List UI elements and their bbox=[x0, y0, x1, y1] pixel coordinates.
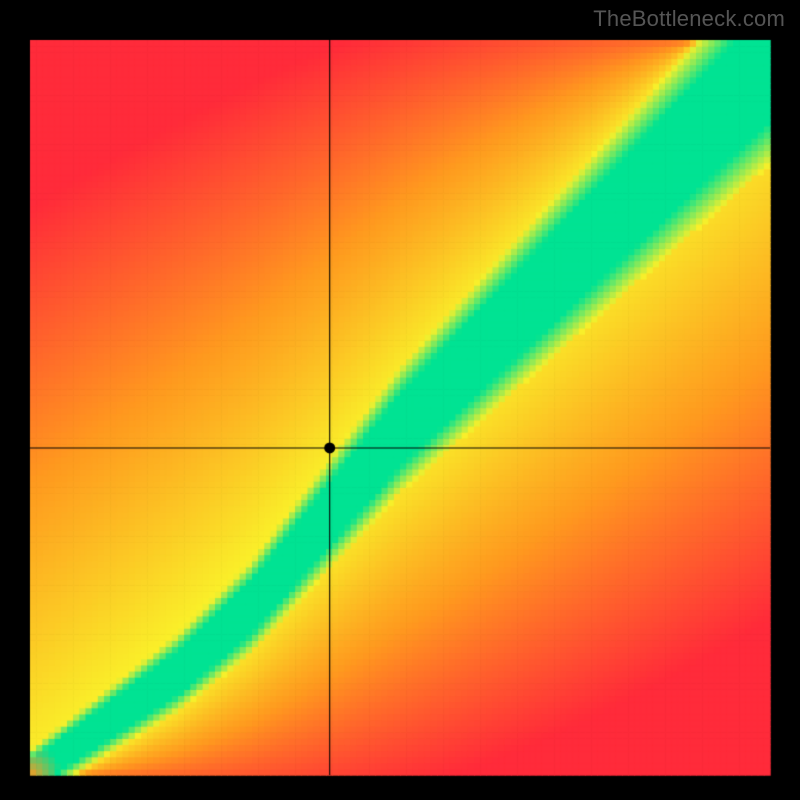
chart-container: TheBottleneck.com bbox=[0, 0, 800, 800]
bottleneck-heatmap bbox=[0, 0, 800, 800]
watermark-text: TheBottleneck.com bbox=[593, 6, 785, 32]
